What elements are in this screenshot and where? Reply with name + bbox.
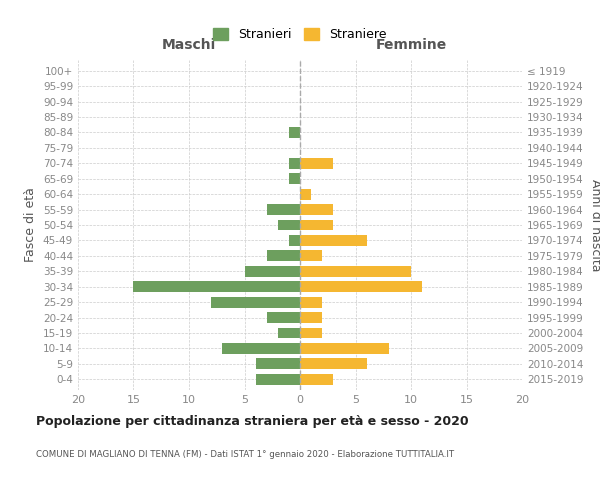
Text: COMUNE DI MAGLIANO DI TENNA (FM) - Dati ISTAT 1° gennaio 2020 - Elaborazione TUT: COMUNE DI MAGLIANO DI TENNA (FM) - Dati … [36, 450, 454, 459]
Bar [256, 358, 300, 369]
Bar [222, 343, 300, 354]
Bar [289, 235, 300, 246]
Bar [300, 204, 334, 215]
Bar [300, 235, 367, 246]
Bar [256, 374, 300, 384]
Bar [278, 220, 300, 230]
Bar [300, 328, 322, 338]
Bar [266, 312, 300, 323]
Bar [300, 189, 311, 200]
Bar [133, 282, 300, 292]
Bar [300, 266, 411, 276]
Bar [278, 328, 300, 338]
Text: Maschi: Maschi [162, 38, 216, 52]
Bar [289, 174, 300, 184]
Text: Femmine: Femmine [376, 38, 446, 52]
Bar [300, 374, 334, 384]
Bar [300, 250, 322, 261]
Bar [266, 250, 300, 261]
Y-axis label: Fasce di età: Fasce di età [25, 188, 37, 262]
Bar [211, 296, 300, 308]
Y-axis label: Anni di nascita: Anni di nascita [589, 179, 600, 271]
Bar [300, 158, 334, 168]
Bar [300, 358, 367, 369]
Bar [300, 220, 334, 230]
Bar [300, 343, 389, 354]
Bar [289, 158, 300, 168]
Text: Popolazione per cittadinanza straniera per età e sesso - 2020: Popolazione per cittadinanza straniera p… [36, 415, 469, 428]
Bar [245, 266, 300, 276]
Bar [266, 204, 300, 215]
Legend: Stranieri, Straniere: Stranieri, Straniere [208, 24, 392, 46]
Bar [300, 282, 422, 292]
Bar [289, 127, 300, 138]
Bar [300, 296, 322, 308]
Bar [300, 312, 322, 323]
